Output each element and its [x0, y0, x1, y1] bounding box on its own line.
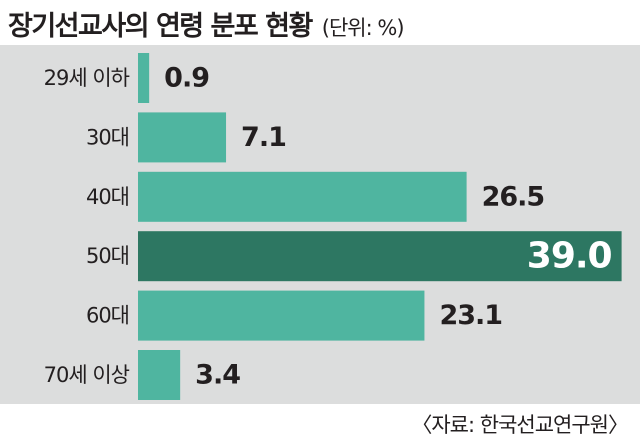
chart-panel: 29세 이하 0.9 30대 7.1 40대 26.5 50대 39.0 60대 23.1 70세 …: [0, 45, 640, 404]
category-label: 29세 이하: [44, 66, 130, 90]
bar-chart: 29세 이하 0.9 30대 7.1 40대 26.5 50대 39.0 60대 23.1 70세 …: [44, 53, 622, 400]
chart-title: 장기선교사의 연령 분포 현황: [8, 11, 313, 42]
value-label: 7.1: [241, 122, 286, 153]
category-label: 70세 이상: [44, 363, 130, 387]
bar: [138, 350, 181, 400]
category-label: 50대: [86, 244, 129, 268]
value-label: 0.9: [164, 63, 209, 94]
bar: [138, 290, 425, 341]
value-label: 23.1: [439, 300, 502, 331]
value-label: 39.0: [527, 236, 612, 277]
category-label: 60대: [86, 304, 129, 328]
bar: [138, 171, 467, 222]
value-label: 26.5: [482, 181, 545, 212]
unit-label: (단위: %): [321, 16, 405, 40]
source-note: 〈자료: 한국선교연구원〉: [411, 413, 629, 437]
bar: [138, 231, 622, 282]
value-label: 3.4: [195, 360, 240, 391]
title-row: 장기선교사의 연령 분포 현황 (단위: %): [8, 4, 405, 44]
bar: [138, 112, 227, 163]
category-label: 40대: [86, 185, 129, 209]
category-label: 30대: [86, 125, 129, 149]
bar: [138, 53, 150, 103]
